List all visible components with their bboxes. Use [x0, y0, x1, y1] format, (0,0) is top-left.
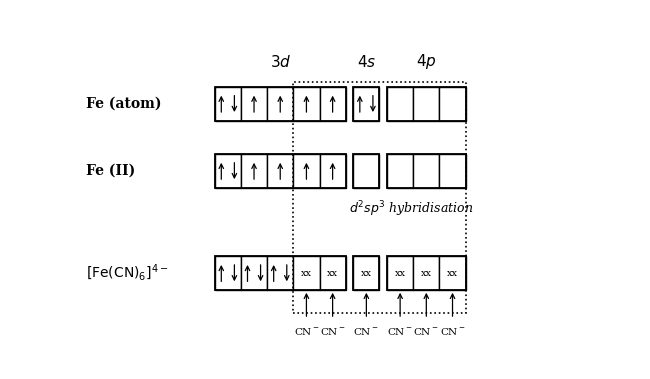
Text: CN$^-$: CN$^-$: [413, 326, 439, 337]
Text: xx: xx: [361, 269, 372, 277]
Bar: [354, 154, 380, 188]
Bar: [214, 87, 241, 121]
Text: xx: xx: [327, 269, 338, 277]
Bar: [387, 154, 413, 188]
Bar: [293, 256, 320, 290]
Bar: [214, 87, 346, 121]
Bar: [293, 82, 465, 313]
Text: Fe (atom): Fe (atom): [86, 97, 162, 111]
Text: Fe (II): Fe (II): [86, 164, 136, 178]
Text: CN$^-$: CN$^-$: [294, 326, 319, 337]
Text: $4s$: $4s$: [357, 53, 376, 69]
Bar: [320, 154, 346, 188]
Text: $4p$: $4p$: [416, 52, 437, 71]
Text: $d^2sp^3$ hybridisation: $d^2sp^3$ hybridisation: [349, 199, 473, 219]
Text: $3d$: $3d$: [270, 53, 291, 69]
Bar: [354, 154, 380, 188]
Bar: [413, 87, 439, 121]
Text: xx: xx: [447, 269, 458, 277]
Bar: [293, 87, 320, 121]
Text: xx: xx: [421, 269, 432, 277]
Bar: [214, 256, 346, 290]
Bar: [439, 256, 465, 290]
Bar: [214, 154, 241, 188]
Bar: [241, 87, 267, 121]
Bar: [439, 154, 465, 188]
Text: CN$^-$: CN$^-$: [387, 326, 413, 337]
Bar: [387, 87, 413, 121]
Text: CN$^-$: CN$^-$: [439, 326, 465, 337]
Bar: [320, 87, 346, 121]
Bar: [413, 256, 439, 290]
Bar: [354, 256, 380, 290]
Bar: [387, 87, 465, 121]
Bar: [267, 154, 293, 188]
Text: CN$^-$: CN$^-$: [354, 326, 380, 337]
Bar: [320, 256, 346, 290]
Bar: [354, 256, 380, 290]
Bar: [354, 87, 380, 121]
Bar: [354, 87, 380, 121]
Text: xx: xx: [301, 269, 312, 277]
Bar: [387, 256, 465, 290]
Bar: [413, 154, 439, 188]
Text: $[\rm Fe(CN)_6]^{4-}$: $[\rm Fe(CN)_6]^{4-}$: [86, 263, 168, 283]
Text: CN$^-$: CN$^-$: [320, 326, 346, 337]
Bar: [293, 154, 320, 188]
Bar: [214, 154, 346, 188]
Bar: [267, 87, 293, 121]
Bar: [241, 154, 267, 188]
Text: xx: xx: [395, 269, 406, 277]
Bar: [241, 256, 267, 290]
Bar: [267, 256, 293, 290]
Bar: [387, 256, 413, 290]
Bar: [387, 154, 465, 188]
Bar: [214, 256, 241, 290]
Bar: [439, 87, 465, 121]
